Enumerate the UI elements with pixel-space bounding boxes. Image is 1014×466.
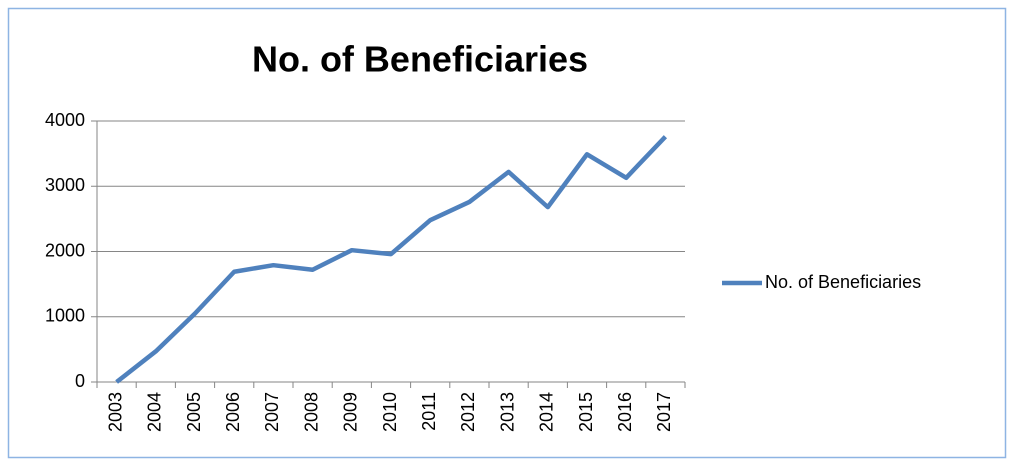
x-tick-label: 2015 xyxy=(576,392,596,432)
x-tick-label: 2006 xyxy=(223,392,243,432)
x-tick-label: 2017 xyxy=(654,392,674,432)
x-tick-label: 2012 xyxy=(458,392,478,432)
series-line xyxy=(115,135,668,384)
y-tick-label: 1000 xyxy=(45,306,85,326)
x-tick-label: 2008 xyxy=(301,392,321,432)
legend-label: No. of Beneficiaries xyxy=(765,272,921,292)
x-tick-label: 2014 xyxy=(537,392,557,432)
x-tick-label: 2013 xyxy=(497,392,517,432)
y-tick-label: 3000 xyxy=(45,175,85,195)
y-tick-label: 4000 xyxy=(45,110,85,130)
x-tick-label: 2011 xyxy=(419,392,439,431)
chart-border xyxy=(7,7,1007,459)
x-tick-label: 2004 xyxy=(145,392,165,432)
x-tick-label: 2016 xyxy=(615,392,635,432)
x-tick-label: 2007 xyxy=(262,392,282,432)
x-tick-label: 2003 xyxy=(105,392,125,432)
y-tick-label: 2000 xyxy=(45,240,85,260)
chart-title: No. of Beneficiaries xyxy=(252,39,588,80)
x-tick-label: 2009 xyxy=(341,392,361,432)
y-tick-label: 0 xyxy=(75,371,85,391)
x-tick-label: 2005 xyxy=(184,392,204,432)
x-tick-label: 2010 xyxy=(380,392,400,432)
